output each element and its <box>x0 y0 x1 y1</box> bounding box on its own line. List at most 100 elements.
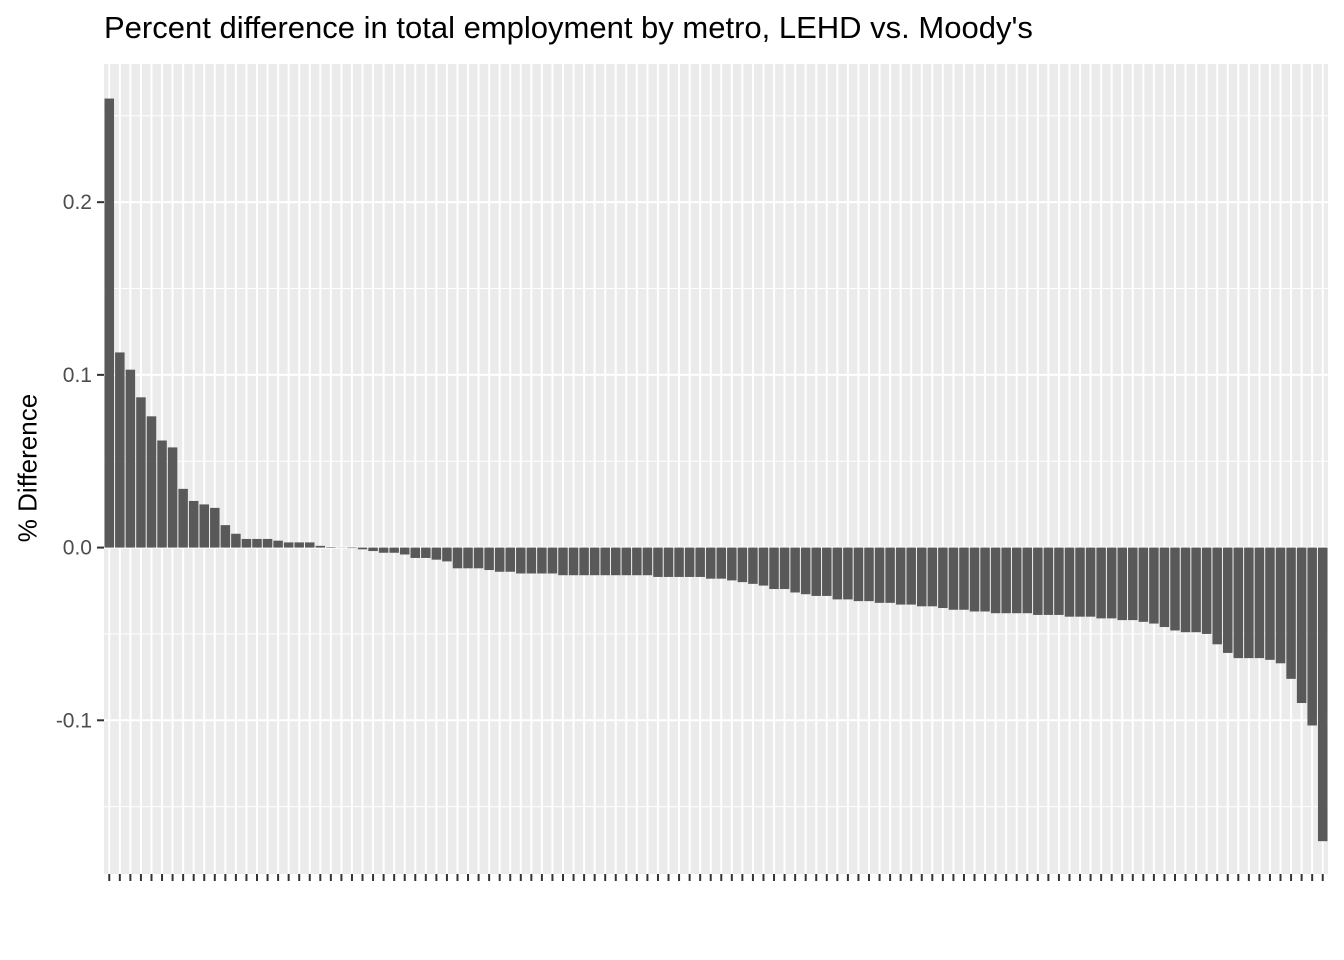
bar <box>1096 547 1106 619</box>
bar <box>885 547 895 603</box>
bar <box>347 547 357 549</box>
bar <box>136 397 146 548</box>
bar <box>653 547 663 577</box>
bar <box>368 547 378 552</box>
bar <box>378 547 389 553</box>
bar <box>737 547 748 583</box>
bar <box>621 547 632 576</box>
bar <box>357 547 368 550</box>
bar <box>115 352 125 548</box>
bar <box>1307 547 1317 726</box>
bar <box>1201 547 1212 634</box>
bar <box>1275 547 1286 664</box>
bar <box>410 547 421 558</box>
bar <box>262 538 273 548</box>
bar <box>1117 547 1127 621</box>
bar <box>1180 547 1191 633</box>
bar <box>1212 547 1222 645</box>
bar <box>611 547 621 576</box>
bar <box>1170 547 1180 631</box>
bar <box>1106 547 1117 619</box>
bar <box>684 547 695 577</box>
bar <box>642 547 653 576</box>
bar <box>864 547 874 602</box>
bar <box>399 547 410 555</box>
bar <box>125 369 136 548</box>
chart-title: Percent difference in total employment b… <box>104 10 1033 45</box>
bar <box>210 507 220 548</box>
bar <box>917 547 927 607</box>
bars <box>104 98 1328 842</box>
bar <box>1296 547 1307 704</box>
bar <box>1286 547 1296 679</box>
bar <box>1191 547 1201 633</box>
bar <box>326 547 336 548</box>
bar <box>568 547 579 576</box>
bar <box>589 547 600 576</box>
bar <box>1075 547 1085 617</box>
bar <box>748 547 758 584</box>
bar <box>948 547 959 610</box>
bar <box>1011 547 1022 614</box>
bar <box>938 547 948 609</box>
bar <box>843 547 853 600</box>
bar <box>421 547 431 558</box>
bar <box>273 540 283 548</box>
bar <box>695 547 705 577</box>
bar <box>579 547 589 576</box>
bar <box>811 547 821 596</box>
bar <box>537 547 547 574</box>
bar <box>241 538 252 548</box>
bar <box>231 533 241 548</box>
bar <box>927 547 938 607</box>
bar <box>1054 547 1064 615</box>
bar <box>959 547 969 610</box>
bar <box>769 547 779 590</box>
bar <box>1317 547 1328 842</box>
y-tick-label: 0.0 <box>63 537 92 560</box>
bar <box>305 542 315 548</box>
bar <box>1033 547 1043 615</box>
bar <box>252 538 262 548</box>
bar <box>199 504 209 548</box>
bar <box>1149 547 1159 624</box>
bar <box>505 547 515 572</box>
bar <box>526 547 537 574</box>
bar <box>473 547 484 569</box>
bar <box>716 547 727 579</box>
bar <box>389 547 399 553</box>
plot-panel <box>104 64 1328 874</box>
bar <box>1138 547 1149 622</box>
bar <box>969 547 980 612</box>
y-tick-label: 0.2 <box>63 191 92 214</box>
bar <box>822 547 832 596</box>
bar <box>990 547 1001 614</box>
bar <box>1265 547 1275 660</box>
bar <box>463 547 473 569</box>
bar <box>1254 547 1265 659</box>
x-axis <box>108 874 1324 881</box>
bar <box>853 547 864 602</box>
y-axis: -0.1 0.0 0.1 0.2 <box>56 191 104 732</box>
bar <box>1001 547 1011 614</box>
bar <box>1244 547 1254 659</box>
bar <box>516 547 526 574</box>
bar <box>558 547 568 576</box>
bar <box>1022 547 1033 614</box>
bar <box>727 547 737 581</box>
bar <box>178 488 188 548</box>
bar <box>294 542 304 548</box>
bar <box>452 547 463 569</box>
bar <box>283 542 294 548</box>
bar <box>600 547 610 576</box>
bar <box>906 547 916 605</box>
bar <box>895 547 906 605</box>
bar <box>220 525 231 548</box>
y-tick-label: 0.1 <box>63 364 92 387</box>
bar <box>790 547 800 593</box>
bar <box>146 416 157 548</box>
bar <box>1085 547 1096 617</box>
y-tick-label: -0.1 <box>56 709 92 732</box>
bar <box>167 447 178 548</box>
